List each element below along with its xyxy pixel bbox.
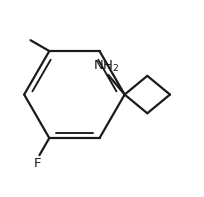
Text: F: F	[34, 156, 41, 169]
Text: NH$_2$: NH$_2$	[93, 59, 119, 74]
